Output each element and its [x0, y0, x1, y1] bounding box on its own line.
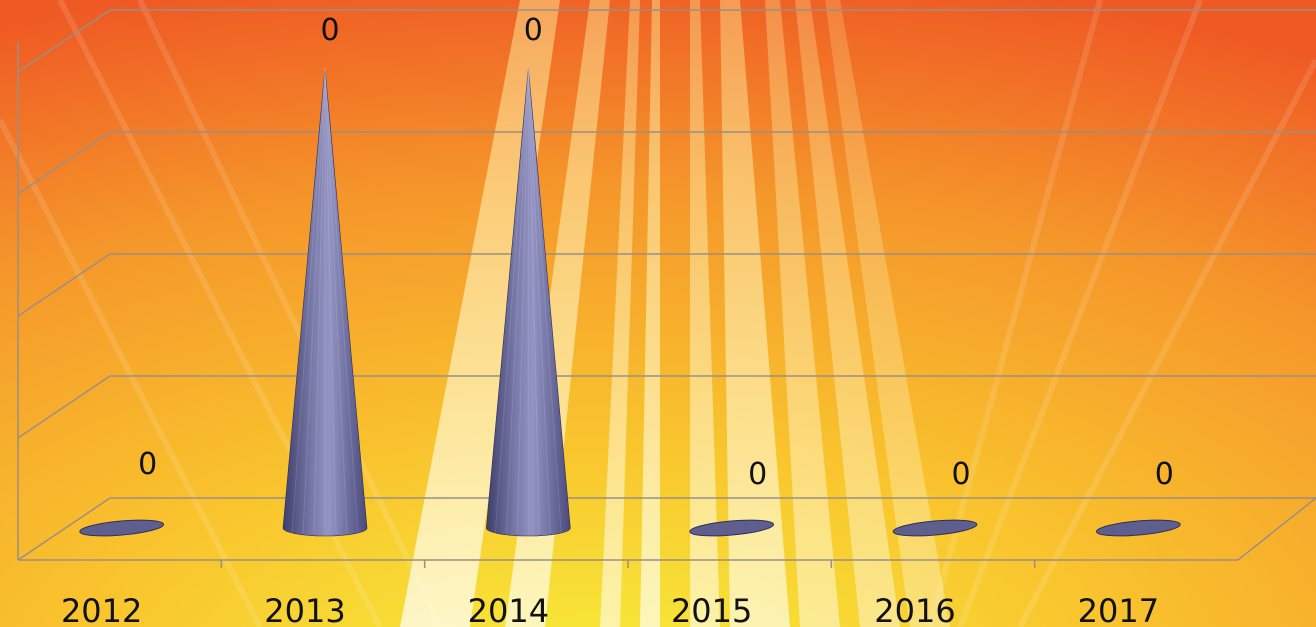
cone-facet [527, 67, 540, 535]
category-axis: 2012 2013 2014 2015 2016 2017 [61, 560, 1159, 627]
category-label: 2016 [874, 592, 955, 627]
gridline-depth [17, 375, 111, 439]
cones [79, 67, 1181, 537]
data-labels: 0 0 0 0 0 0 [138, 13, 1174, 492]
category-label: 2015 [671, 592, 752, 627]
cone-bar [689, 519, 775, 537]
gridline-depth [17, 9, 111, 73]
cone-bar [1095, 519, 1181, 537]
cone-facet [505, 67, 529, 535]
data-label: 0 [138, 447, 157, 482]
category-label: 2014 [468, 592, 549, 627]
cone-facet [324, 67, 337, 535]
cone-facet [313, 67, 326, 535]
cone-bar [282, 67, 368, 537]
cone-facet [516, 67, 529, 535]
gridline-depth [17, 131, 111, 195]
data-label: 0 [524, 13, 543, 48]
floor-right-edge [1237, 497, 1316, 561]
cone-facet [494, 67, 529, 535]
cone-facet [324, 67, 359, 535]
cone-facet [291, 67, 326, 535]
cone-facet [302, 67, 326, 535]
cone-facet [527, 67, 551, 535]
data-label: 0 [320, 13, 339, 48]
cone-facet [527, 67, 562, 535]
light-rays [400, 0, 950, 627]
gridline-depth [17, 253, 111, 317]
category-label: 2012 [61, 592, 142, 627]
cone-facet [324, 67, 348, 535]
gridline-depth [17, 497, 111, 561]
cone-bar [79, 519, 165, 537]
data-label: 0 [1155, 457, 1174, 492]
data-label: 0 [748, 457, 767, 492]
category-label: 2013 [264, 592, 345, 627]
category-label: 2017 [1078, 592, 1159, 627]
gridlines [17, 9, 1316, 561]
cone-bar [892, 519, 978, 537]
cone-bar [486, 67, 571, 537]
data-label: 0 [951, 457, 970, 492]
